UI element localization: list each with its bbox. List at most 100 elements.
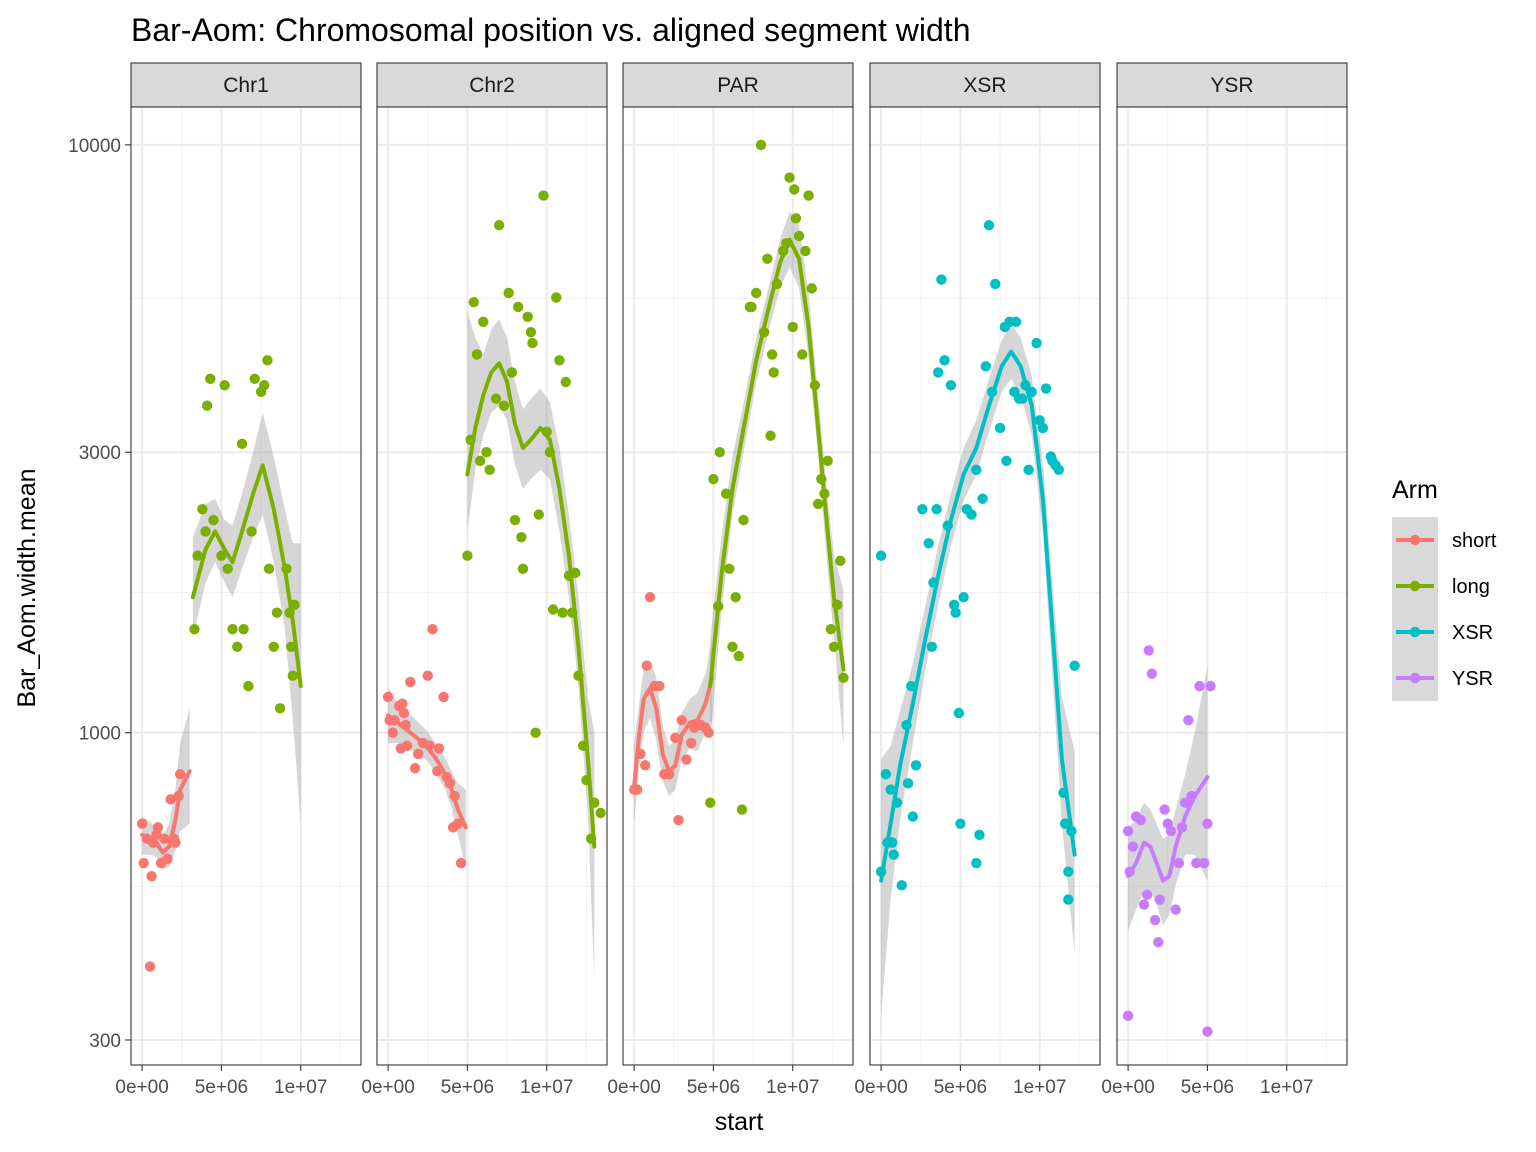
data-point	[990, 278, 1001, 290]
data-point	[547, 604, 559, 615]
panel-background	[623, 107, 853, 1065]
data-point	[812, 498, 824, 510]
series-short	[628, 592, 714, 826]
series-XSR	[875, 220, 1080, 1016]
data-point	[974, 829, 985, 841]
data-point	[945, 380, 957, 391]
data-point	[192, 550, 203, 561]
data-point	[790, 213, 802, 224]
data-point	[1141, 889, 1153, 900]
data-point	[880, 768, 892, 780]
data-point	[1040, 383, 1052, 394]
facet-strip	[869, 62, 1101, 108]
facet-strip	[622, 62, 854, 108]
data-point	[232, 641, 243, 652]
smooth-fit-line	[632, 675, 714, 789]
data-point	[1023, 464, 1034, 476]
data-point	[936, 274, 947, 285]
legend-key-point	[1409, 580, 1421, 592]
legend: Arm short long XSR YSR	[1392, 476, 1497, 701]
data-point	[910, 760, 922, 771]
data-point	[438, 691, 449, 703]
data-point	[557, 607, 568, 618]
data-point	[522, 311, 533, 322]
data-point	[595, 807, 606, 819]
smooth-fit-line	[140, 769, 192, 855]
data-point	[517, 563, 529, 575]
panel-background	[131, 107, 361, 1065]
data-point	[509, 514, 521, 526]
data-point	[673, 814, 684, 826]
data-point	[200, 526, 211, 537]
x-tick-label: 0e+00	[1101, 1077, 1154, 1098]
data-point	[503, 287, 514, 299]
data-point	[888, 849, 899, 860]
data-point	[966, 509, 977, 520]
data-point	[512, 301, 524, 313]
data-point	[452, 818, 464, 829]
data-point	[738, 514, 749, 526]
facet-strip-label: PAR	[717, 74, 759, 97]
data-point	[1031, 337, 1042, 349]
confidence-band	[467, 311, 595, 980]
data-point	[641, 660, 652, 671]
data-point	[382, 691, 394, 703]
data-point	[525, 327, 537, 338]
data-point	[462, 550, 473, 561]
data-point	[736, 804, 748, 815]
data-point	[287, 670, 298, 681]
legend-key-point	[1409, 626, 1421, 638]
data-point	[422, 670, 433, 681]
panel-border	[622, 106, 854, 1066]
x-tick-label: 0e+00	[115, 1077, 168, 1098]
legend-key-point	[1409, 672, 1421, 684]
data-point	[516, 532, 527, 543]
data-point	[640, 760, 651, 771]
data-point	[405, 676, 416, 688]
data-point	[136, 818, 148, 829]
data-point	[789, 184, 800, 195]
data-point	[165, 794, 176, 805]
facet-strip-label: YSR	[1210, 74, 1253, 97]
data-point	[806, 283, 817, 294]
data-point	[681, 754, 692, 765]
data-point	[397, 698, 408, 709]
x-tick-label: 5e+06	[934, 1077, 987, 1098]
data-point	[825, 623, 836, 635]
facet-panels: Chr1 0e+00 5e+06 1e+07 300 1000 3000 10000 Chr2 0…	[68, 62, 1348, 1098]
data-point	[948, 599, 960, 611]
facet-ysr: YSR 0e+00 5e+06 1e+07	[1101, 62, 1348, 1098]
facet-chr1: Chr1 0e+00 5e+06 1e+07 300 1000 3000 10000	[68, 62, 362, 1098]
data-point	[268, 641, 279, 652]
data-point	[530, 727, 541, 738]
data-point	[686, 737, 697, 749]
smooth-fit-line	[1126, 775, 1210, 883]
data-point	[398, 707, 410, 719]
facet-strip	[376, 62, 608, 108]
data-point	[205, 373, 216, 384]
data-point	[708, 473, 719, 485]
data-point	[885, 784, 896, 795]
data-point	[227, 623, 238, 635]
data-point	[994, 422, 1006, 434]
data-point	[560, 376, 571, 388]
x-tick-label: 5e+06	[195, 1077, 248, 1098]
data-point	[724, 563, 735, 575]
data-point	[971, 857, 982, 869]
data-point	[644, 592, 656, 603]
x-tick-label: 1e+07	[1260, 1077, 1313, 1098]
data-point	[1165, 825, 1177, 837]
data-point	[208, 514, 219, 526]
data-point	[730, 592, 741, 603]
data-point	[197, 503, 208, 515]
data-point	[793, 230, 805, 242]
data-point	[1183, 715, 1194, 726]
panel-border	[376, 106, 608, 1066]
data-point	[222, 563, 233, 575]
data-point	[676, 715, 687, 726]
panel-border	[1116, 106, 1348, 1066]
legend-title: Arm	[1392, 476, 1438, 504]
data-point	[838, 672, 849, 683]
chart-title: Bar-Aom: Chromosomal position vs. aligne…	[131, 12, 970, 48]
